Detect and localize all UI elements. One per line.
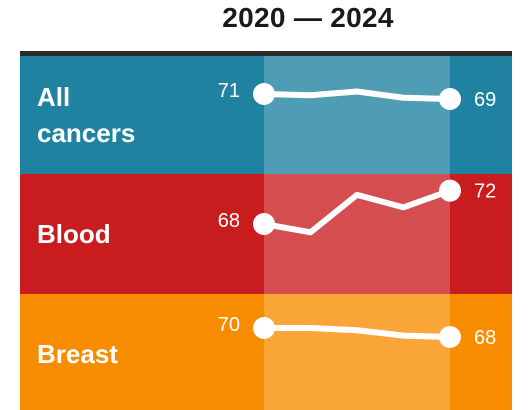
chart-title: 2020 — 2024 [222, 2, 394, 33]
start-point [253, 213, 275, 235]
end-value-label: 69 [474, 89, 496, 111]
start-point [253, 83, 275, 105]
series-line [261, 88, 453, 102]
start-value-label: 71 [218, 80, 240, 102]
row-breast: Breast 70 68 [20, 294, 512, 410]
start-value-label: 68 [218, 210, 240, 232]
end-point [439, 179, 461, 202]
row-label-line: cancers [37, 118, 136, 148]
end-point [439, 88, 461, 110]
end-value-label: 72 [474, 181, 496, 203]
end-point [439, 326, 461, 348]
row-label-breast: Breast [37, 336, 118, 372]
end-value-label: 68 [474, 327, 496, 349]
row-label-blood: Blood [37, 216, 111, 252]
series-line [261, 187, 453, 236]
row-label-line: Blood [37, 219, 111, 249]
start-point [253, 317, 275, 339]
top-divider [20, 51, 512, 56]
period-shade [264, 294, 450, 410]
line-plot-all-cancers: 71 69 [218, 80, 497, 111]
line-plot-breast: 70 68 [218, 314, 497, 349]
line-plot-blood: 68 72 [218, 179, 496, 236]
row-label-all-cancers: All cancers [37, 79, 135, 151]
period-shade [264, 56, 450, 174]
row-all-cancers: All cancers 71 69 [20, 56, 512, 174]
row-blood: Blood 68 72 [20, 174, 512, 294]
row-label-line: Breast [37, 339, 118, 369]
series-line [261, 325, 453, 340]
row-label-line: All [37, 82, 71, 112]
start-value-label: 70 [218, 314, 240, 336]
